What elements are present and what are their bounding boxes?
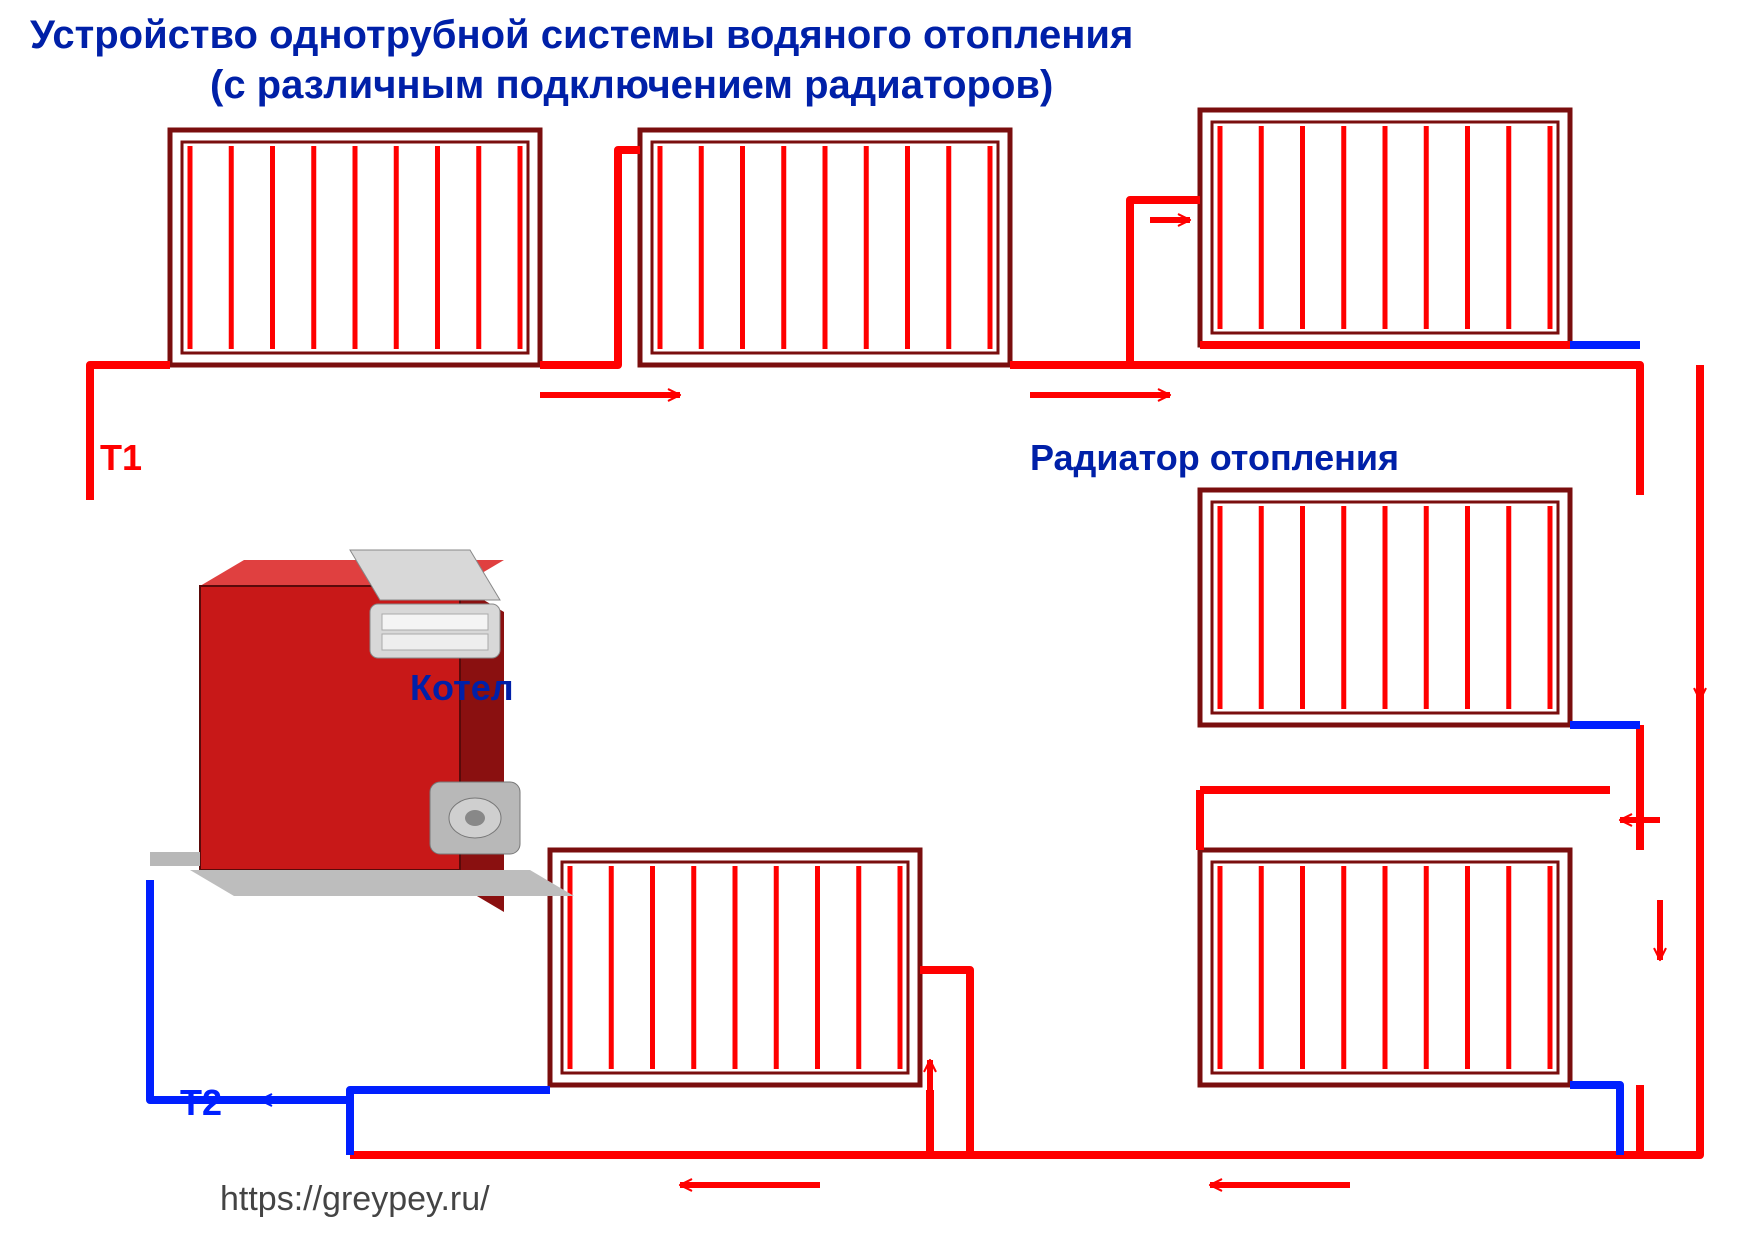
label-3: T2 bbox=[180, 1082, 222, 1123]
label-1: Радиатор отопления bbox=[1030, 437, 1399, 478]
title-line1: Устройство однотрубной системы водяного … bbox=[30, 13, 1133, 57]
label-2: Котел bbox=[410, 667, 514, 708]
label-0: T1 bbox=[100, 437, 142, 478]
source-url: https://greypey.ru/ bbox=[220, 1180, 490, 1218]
title-line2: (с различным подключением радиаторов) bbox=[210, 63, 1053, 107]
